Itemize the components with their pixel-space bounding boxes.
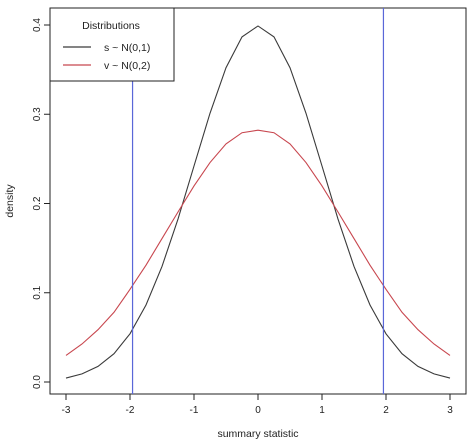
- y-tick-label: 0.4: [32, 18, 43, 32]
- x-tick-label: 2: [383, 405, 389, 416]
- legend-title: Distributions: [82, 20, 140, 32]
- legend: Distributions s ~ N(0,1) v ~ N(0,2): [49, 7, 175, 82]
- y-tick-label: 0.1: [32, 285, 43, 299]
- x-axis-title: summary statistic: [217, 428, 298, 440]
- y-tick-label: 0.2: [32, 196, 43, 210]
- legend-label-v: v ~ N(0,2): [104, 60, 150, 72]
- y-tick-label: 0.0: [32, 375, 43, 389]
- y-tick-label: 0.3: [32, 107, 43, 121]
- x-tick-label: 1: [319, 405, 325, 416]
- series-line-1: [65, 129, 451, 356]
- legend-box: [49, 7, 175, 82]
- x-tick-label: -2: [126, 405, 135, 416]
- series-group: [65, 25, 451, 379]
- x-tick-label: 0: [255, 405, 261, 416]
- y-axis: 0.0 0.1 0.2 0.3 0.4: [32, 18, 50, 389]
- x-tick-label: 3: [447, 405, 453, 416]
- x-axis: -3 -2 -1 0 1 2 3: [62, 394, 453, 416]
- series-line-0: [65, 25, 451, 379]
- x-tick-label: -3: [62, 405, 71, 416]
- x-tick-label: -1: [190, 405, 199, 416]
- legend-label-s: s ~ N(0,1): [104, 42, 150, 54]
- y-axis-title: density: [4, 184, 16, 218]
